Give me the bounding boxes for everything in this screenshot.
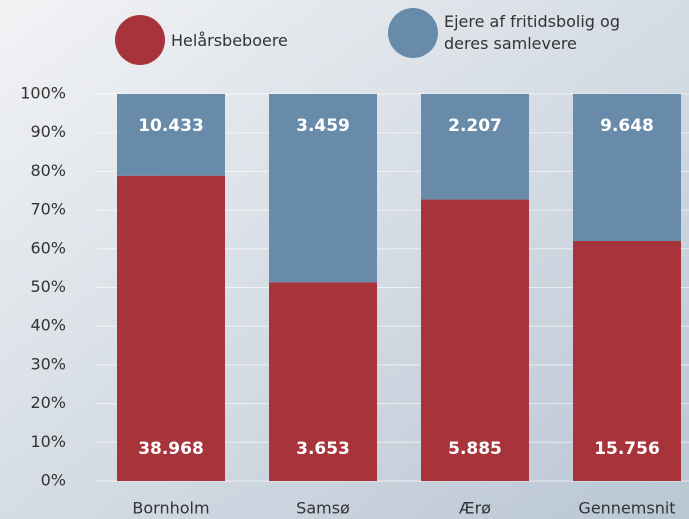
x-tick-label: Ærø [459,499,491,518]
bar-segment [573,94,681,241]
legend-swatch [388,8,438,58]
y-tick-label: 60% [30,238,66,257]
data-label: 3.459 [296,116,350,136]
data-label: 3.653 [296,439,350,459]
y-tick-label: 50% [30,277,66,296]
bar-segment [117,94,225,176]
data-label: 10.433 [138,116,204,136]
bar-segment [421,94,529,200]
legend-label: Helårsbeboere [171,30,288,50]
legend-item: Helårsbeboere [115,15,288,65]
bar-segment [421,199,529,481]
bar-segment [117,175,225,482]
bar-segment [269,94,377,283]
y-tick-label: 10% [30,432,66,451]
data-label: 2.207 [448,116,502,136]
y-tick-label: 80% [30,161,66,180]
legend-label: Ejere af fritidsbolig og deres samlevere [444,12,620,53]
bar-segment [269,282,377,481]
y-tick-label: 70% [30,200,66,219]
x-tick-label: Gennemsnit [578,499,675,518]
data-label: 9.648 [600,116,654,136]
bar-segment [573,240,681,481]
y-tick-label: 100% [20,84,66,103]
x-tick-label: Bornholm [132,499,209,518]
y-tick-label: 90% [30,122,66,141]
y-tick-label: 20% [30,393,66,412]
y-tick-label: 0% [41,471,66,490]
data-label: 38.968 [138,439,204,459]
data-label: 5.885 [448,439,502,459]
legend-item: Ejere af fritidsbolig og deres samlevere [388,8,648,58]
legend-swatch [115,15,165,65]
x-tick-label: Samsø [296,499,350,518]
y-tick-label: 40% [30,316,66,335]
y-tick-label: 30% [30,354,66,373]
data-label: 15.756 [594,439,660,459]
